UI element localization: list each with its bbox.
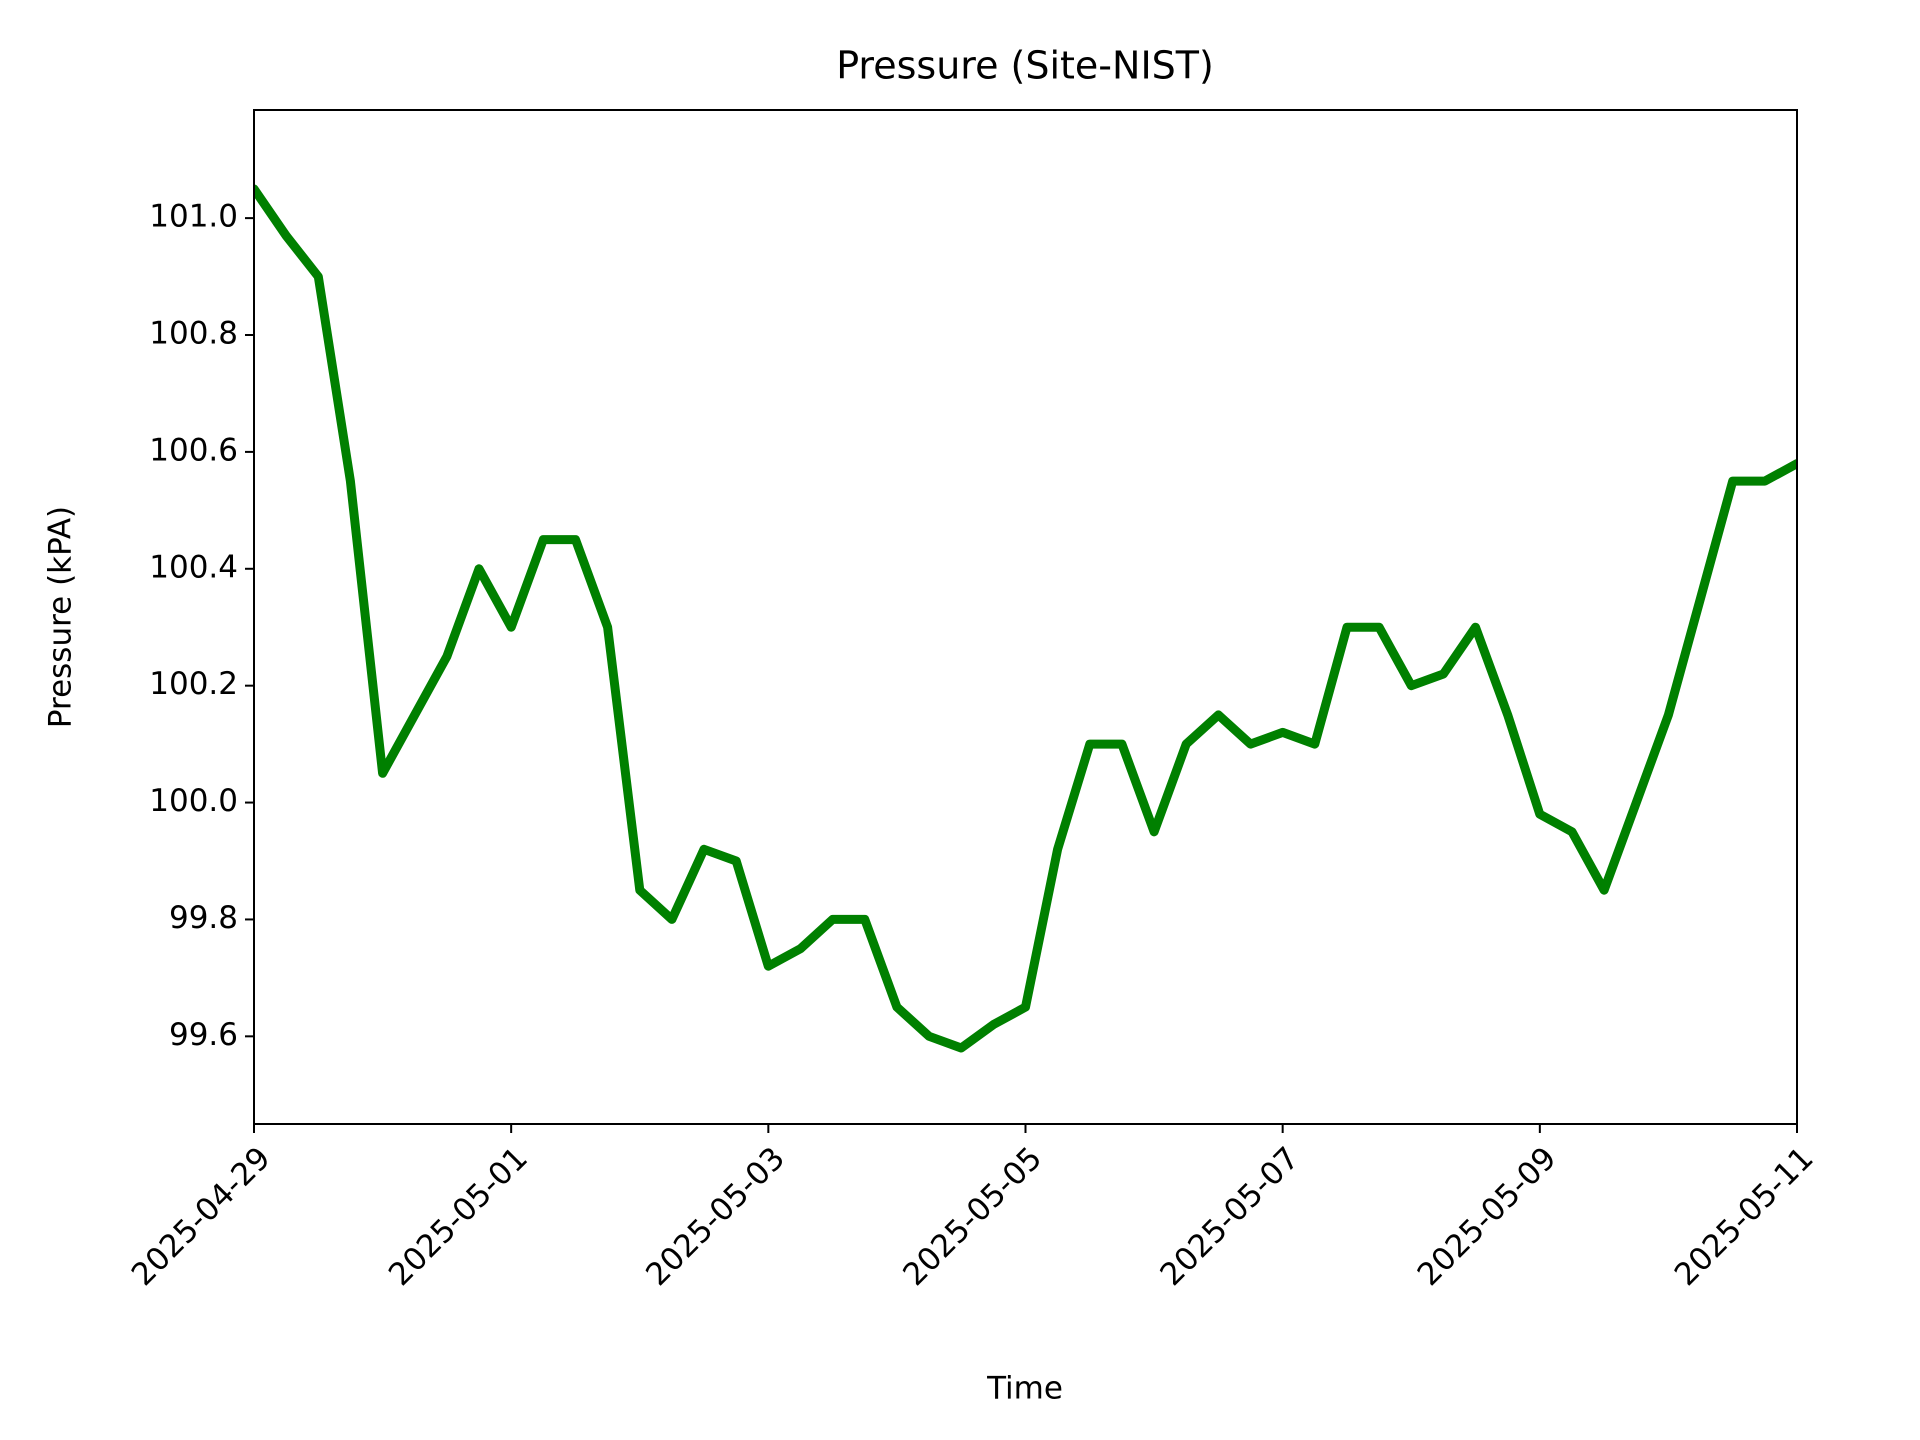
y-tick-label: 101.0 (149, 199, 238, 235)
y-tick-label: 100.2 (149, 666, 238, 702)
x-axis-label: Time (986, 1371, 1063, 1407)
data-line (254, 184, 1797, 1053)
y-tick-label: 99.6 (169, 1017, 238, 1053)
y-tick-label: 100.8 (149, 316, 238, 352)
y-tick-label: 100.0 (149, 783, 238, 819)
y-tick-label: 100.6 (149, 432, 238, 468)
chart-title: Pressure (Site-NIST) (836, 44, 1214, 88)
y-tick-label: 100.4 (149, 549, 238, 585)
plot-frame (253, 109, 1798, 1125)
y-axis-label: Pressure (kPA) (43, 506, 79, 728)
y-tick-label: 99.8 (169, 900, 238, 936)
